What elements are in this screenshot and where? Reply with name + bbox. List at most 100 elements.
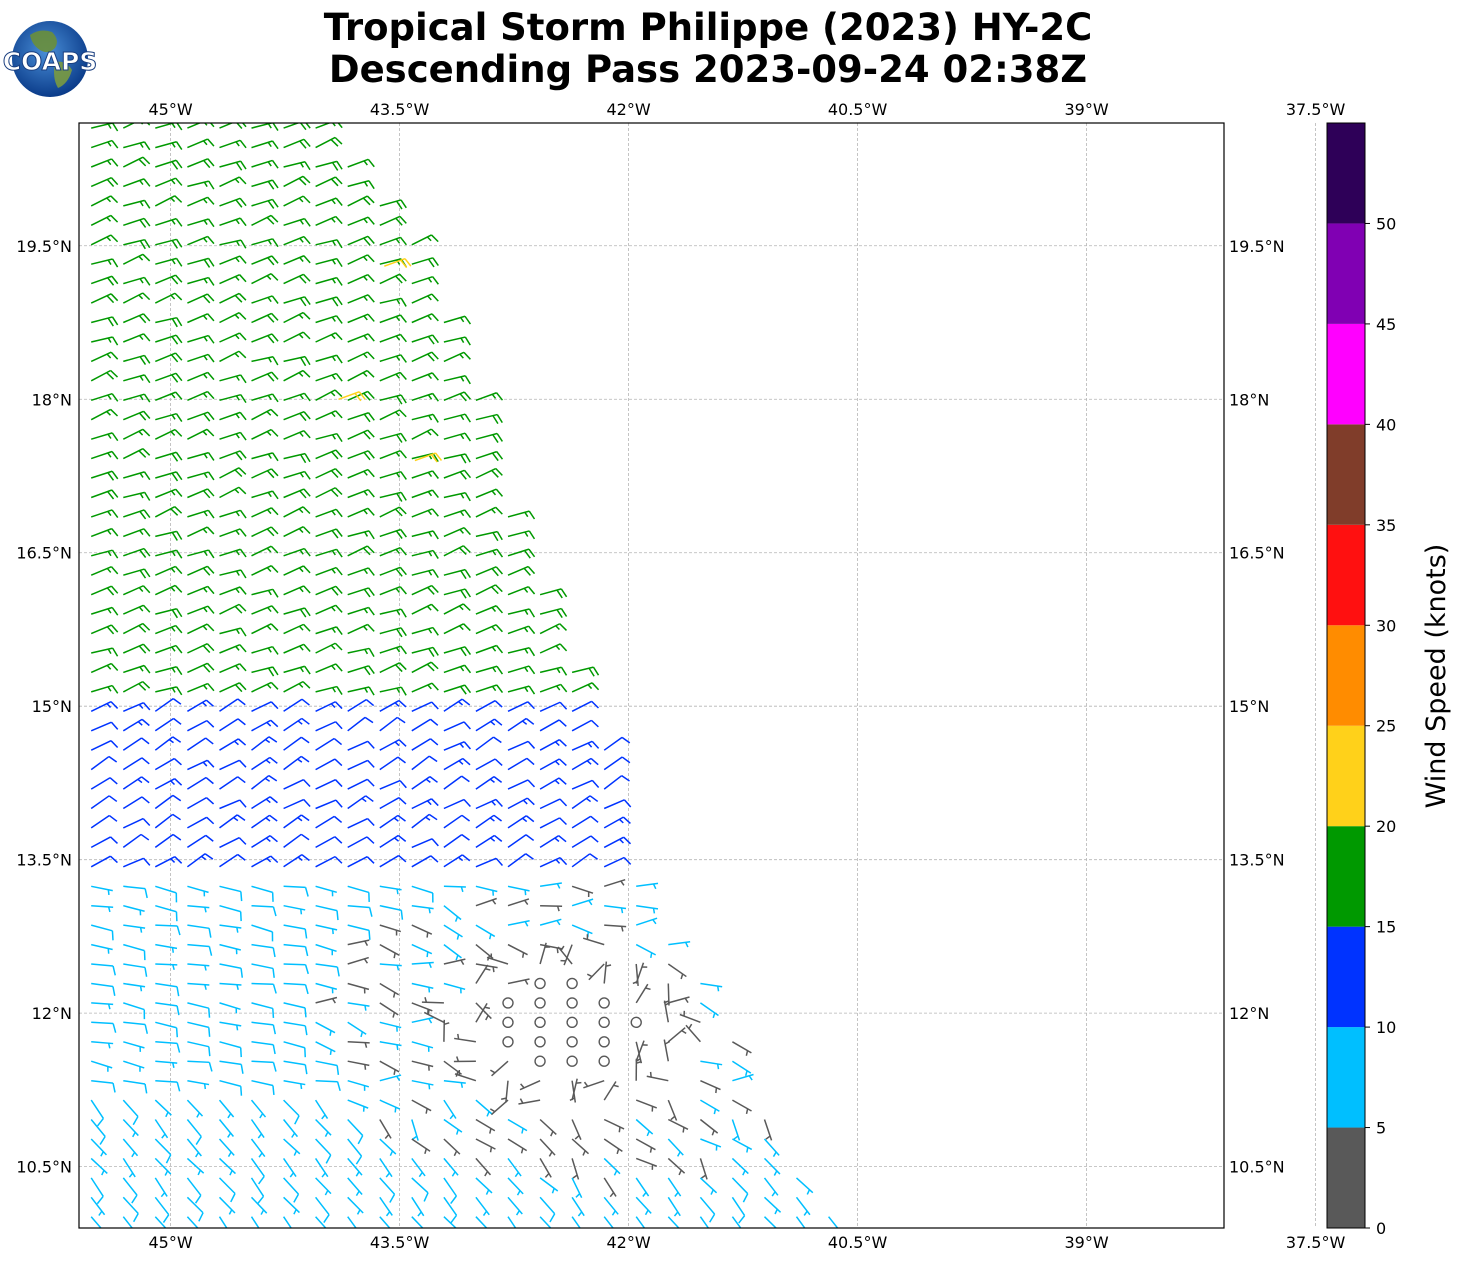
wind-barb (475, 700, 503, 712)
wind-barb (443, 1216, 461, 1228)
wind-barb (539, 607, 568, 619)
wind-barb (187, 963, 210, 971)
wind-barb (443, 315, 472, 325)
wind-barb (411, 626, 439, 636)
wind-barb (250, 1177, 265, 1205)
wind-barb (379, 854, 407, 868)
wind-barb (731, 1196, 746, 1224)
wind-barb (347, 351, 375, 363)
wind-barb (90, 684, 119, 694)
wind-barb (411, 904, 434, 914)
wind-barb (90, 392, 119, 402)
wind-barb (123, 178, 151, 188)
wind-barb (443, 944, 462, 961)
wind-barb (731, 1177, 749, 1203)
wind-barb (155, 257, 183, 267)
wind-barb (379, 1119, 392, 1139)
wind-barb (347, 1021, 367, 1038)
wind-barb (667, 1118, 689, 1133)
wind-barb (443, 1138, 461, 1157)
wind-barb (411, 1119, 419, 1141)
wind-barb (507, 920, 530, 927)
wind-barb (154, 1196, 170, 1224)
wind-barb (795, 1216, 811, 1228)
wind-barb (571, 1177, 583, 1199)
wind-barb (315, 257, 343, 268)
wind-barb (443, 698, 471, 712)
wind-barb (219, 924, 242, 933)
wind-barb (219, 255, 247, 265)
wind-barb (539, 856, 568, 868)
wind-barb (91, 647, 119, 657)
wind-barb (571, 700, 599, 712)
wind-barb (763, 1196, 782, 1215)
wind-barb (571, 853, 599, 868)
wind-barb (187, 699, 215, 712)
wind-barb (411, 508, 439, 518)
wind-barb (154, 1119, 169, 1139)
wind-barb (122, 776, 150, 790)
wind-barb (90, 1119, 106, 1145)
lat-tick-label-right: 19.5°N (1229, 237, 1285, 256)
wind-barb (475, 964, 491, 984)
wind-barb (699, 1177, 718, 1195)
wind-barb (315, 642, 343, 654)
wind-barb (122, 833, 150, 849)
wind-barb (282, 1216, 297, 1228)
wind-barb (187, 605, 215, 615)
wind-barb (475, 1138, 496, 1153)
wind-barb (763, 1138, 780, 1157)
wind-barb (507, 1157, 522, 1178)
wind-barb (475, 450, 504, 462)
wind-barb (411, 351, 439, 363)
wind-barb (219, 467, 247, 479)
wind-barb (283, 904, 306, 915)
wind-barb (571, 666, 600, 677)
wind-barb (155, 1079, 181, 1092)
wind-barb (379, 215, 407, 226)
wind-barb (571, 757, 599, 771)
wind-barb (603, 961, 612, 984)
wind-barb (679, 1010, 701, 1024)
wind-barb (475, 566, 504, 577)
wind-barb (187, 471, 215, 481)
wind-barb (475, 392, 504, 402)
wind-barb (251, 904, 277, 917)
calm-wind-marker (502, 1016, 514, 1029)
wind-barb (443, 1196, 458, 1224)
wind-barb (90, 527, 119, 538)
wind-barb (539, 942, 551, 965)
wind-barb (443, 391, 472, 402)
wind-barb (187, 982, 210, 990)
wind-barb (123, 238, 151, 250)
wind-barb (667, 1177, 682, 1197)
wind-barb (443, 664, 472, 674)
wind-barb (154, 584, 183, 596)
wind-barb (443, 741, 472, 751)
wind-barb (90, 195, 119, 207)
wind-barb (347, 795, 374, 810)
wind-barb (347, 530, 375, 540)
wind-barb (122, 1177, 138, 1204)
wind-barb (122, 1157, 136, 1178)
wind-barb (315, 701, 343, 712)
wind-barb (219, 239, 247, 249)
wind-barb (454, 1070, 477, 1082)
wind-barb (411, 646, 439, 657)
wind-barb (283, 833, 310, 849)
wind-barb (475, 624, 503, 635)
wind-barb (219, 904, 242, 922)
wind-barb (90, 351, 119, 363)
wind-barb (379, 586, 407, 596)
wind-barb (219, 799, 247, 810)
wind-barb (347, 1157, 363, 1177)
wind-barb (475, 665, 504, 675)
wind-barb (635, 962, 648, 984)
wind-barb (475, 1002, 491, 1023)
wind-barb (123, 924, 146, 933)
wind-barb (283, 854, 310, 868)
wind-barb (507, 586, 536, 596)
wind-barb (283, 717, 310, 732)
wind-barb (283, 814, 310, 829)
wind-barb (475, 924, 496, 940)
